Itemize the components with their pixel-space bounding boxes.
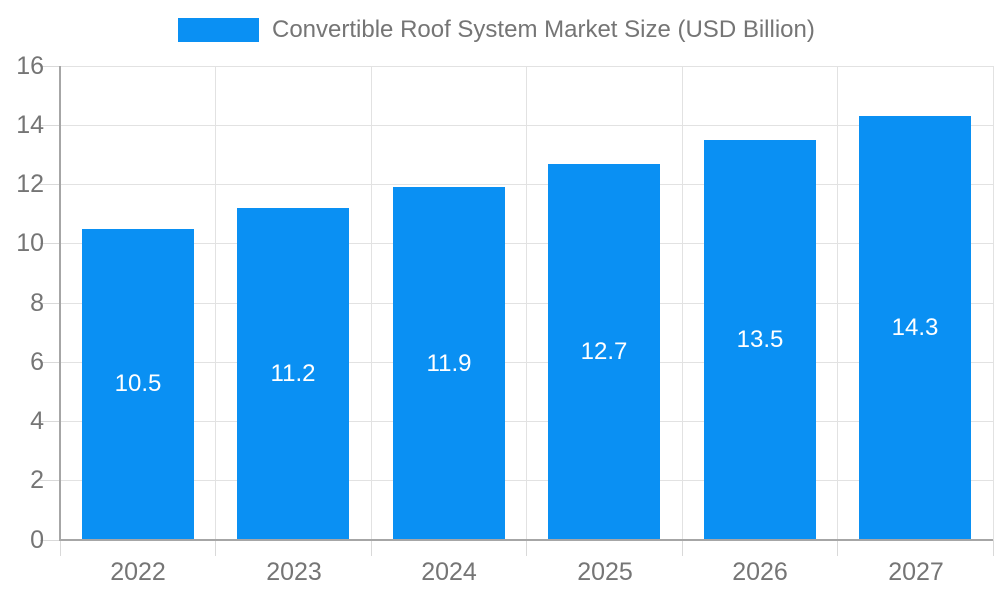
v-gridline [837,66,838,540]
y-axis-line [59,66,61,541]
bar-2022[interactable]: 10.5 [82,228,194,540]
legend-label: Convertible Roof System Market Size (USD… [272,16,815,43]
y-tick-mark [40,124,60,126]
y-tick-label: 2 [30,466,44,495]
bar-value-label: 13.5 [736,326,784,354]
legend[interactable]: Convertible Roof System Market Size (USD… [178,16,815,44]
y-tick-label: 8 [30,288,44,317]
v-gridline [215,66,216,540]
x-tick-label: 2023 [266,557,322,586]
y-tick-label: 16 [16,51,44,80]
x-tick-label: 2024 [421,557,477,586]
bar-2026[interactable]: 13.5 [704,140,816,540]
y-tick-label: 4 [30,407,44,435]
y-tick-mark [40,65,60,67]
bar-value-label: 11.9 [426,349,472,377]
y-tick-label: 6 [30,347,44,376]
x-tick-mark [681,540,683,556]
y-tick-mark [40,302,60,304]
bar-2027[interactable]: 14.3 [859,116,971,540]
x-tick-label: 2025 [577,557,633,586]
y-tick-label: 0 [30,525,44,554]
bar-value-label: 14.3 [891,314,939,342]
y-tick-mark [40,361,60,363]
bar-2023[interactable]: 11.2 [237,208,349,540]
y-tick-mark [40,480,60,482]
bar-value-label: 11.2 [270,360,316,388]
y-tick-label: 12 [16,170,44,198]
v-gridline [370,66,372,540]
x-axis-line [60,539,993,541]
y-tick-mark [40,539,60,541]
y-tick-mark [40,421,60,422]
y-tick-mark [40,243,60,245]
x-tick-mark [59,540,61,556]
x-tick-mark [992,540,994,556]
legend-swatch [178,18,259,42]
x-tick-mark [370,540,372,556]
v-gridline [992,66,994,540]
v-gridline [526,66,527,540]
y-tick-label: 10 [16,229,44,258]
bar-2024[interactable]: 11.9 [393,187,505,540]
bar-value-label: 12.7 [580,337,628,365]
x-tick-label: 2027 [888,557,944,586]
y-tick-mark [40,184,60,185]
x-tick-mark [526,540,527,556]
x-tick-mark [837,540,838,556]
v-gridline [681,66,683,540]
bar-2025[interactable]: 12.7 [548,163,660,540]
bar-value-label: 10.5 [114,370,162,398]
x-tick-label: 2022 [110,557,166,586]
y-tick-label: 14 [16,110,44,139]
x-tick-label: 2026 [732,557,788,586]
x-tick-mark [215,540,216,556]
